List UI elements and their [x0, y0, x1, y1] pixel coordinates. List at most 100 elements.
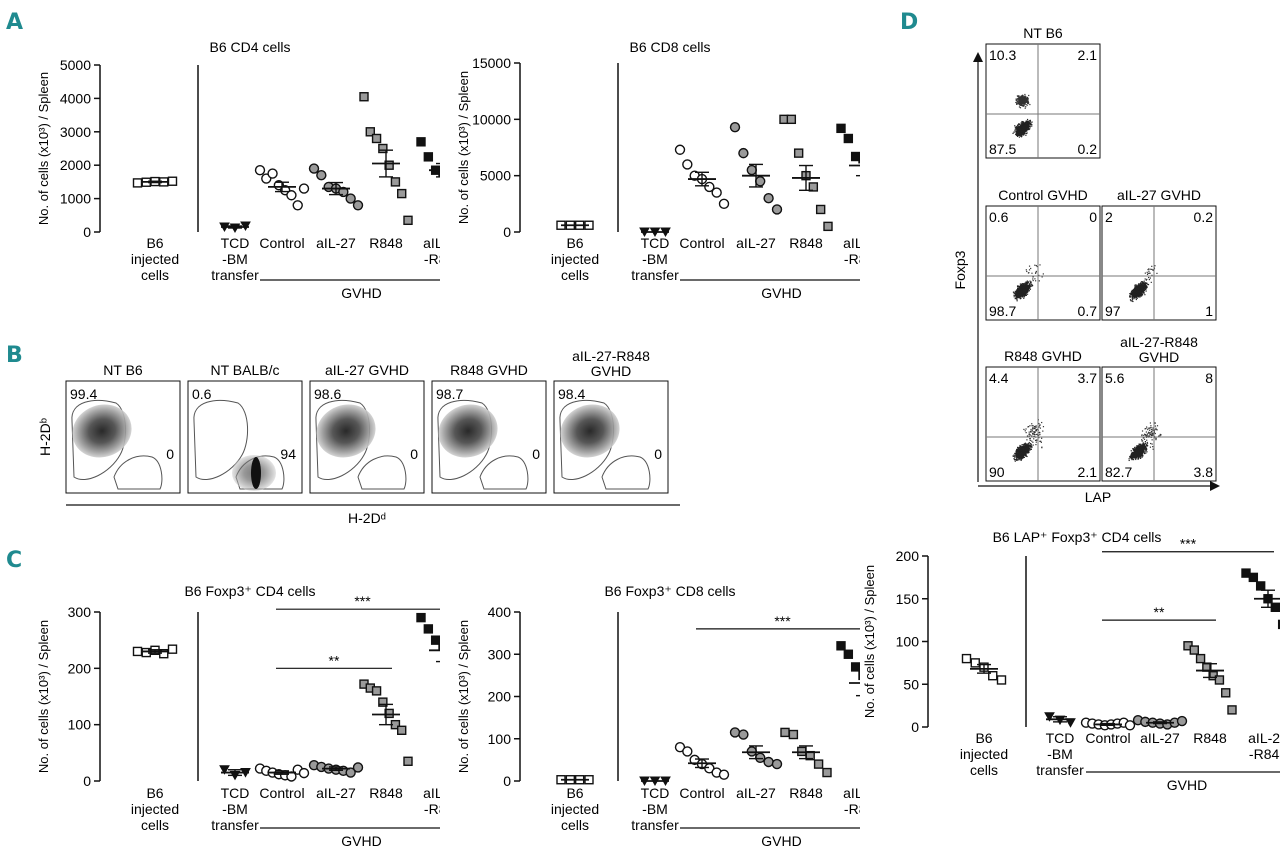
- cell-dot: [1027, 450, 1030, 452]
- group-control: [674, 741, 730, 780]
- x-label-tcd: transfer: [1036, 762, 1084, 778]
- cell-dot: [1026, 125, 1029, 127]
- cell-dot: [1021, 446, 1023, 449]
- cell-dot: [1029, 119, 1031, 121]
- cell-dot: [1019, 294, 1021, 297]
- cell-dot: [1016, 290, 1018, 293]
- cell-dot: [1148, 276, 1150, 279]
- cell-dot: [1028, 290, 1030, 292]
- cell-dot: [1023, 447, 1025, 449]
- cell-dot: [1020, 459, 1022, 462]
- cell-dot: [1021, 100, 1023, 103]
- gate-right-value: 0: [532, 446, 540, 462]
- cell-dot: [1028, 122, 1030, 125]
- cell-dot: [1030, 282, 1032, 284]
- x-label-b6: cells: [561, 267, 589, 283]
- cell-dot: [1030, 123, 1032, 125]
- cell-dot: [1030, 444, 1032, 446]
- cell-dot: [1015, 293, 1017, 295]
- quadrant-value-br: 1: [1205, 303, 1213, 319]
- cell-dot: [1031, 433, 1034, 435]
- cell-dot: [1129, 296, 1131, 298]
- cell-dot: [1134, 293, 1136, 295]
- cell-dot: [1014, 457, 1016, 459]
- x-label-b6: cells: [970, 762, 998, 778]
- cell-dot: [1136, 288, 1138, 290]
- data-point: [786, 114, 797, 125]
- cell-dot: [1144, 282, 1146, 285]
- cell-dot: [1028, 431, 1030, 433]
- cell-dot: [1025, 269, 1027, 271]
- cell-dot: [1017, 129, 1019, 131]
- cell-dot: [1143, 284, 1145, 287]
- cell-dot: [1025, 134, 1027, 136]
- x-label-ail27: aIL-27: [1140, 730, 1180, 746]
- cell-dot: [1014, 460, 1016, 462]
- data-point: [1195, 653, 1206, 664]
- cell-dot: [1144, 283, 1146, 285]
- gate-right-value: 0: [410, 446, 418, 462]
- cell-dot: [1026, 122, 1028, 124]
- cell-dot: [1022, 94, 1024, 97]
- cell-dot: [1018, 457, 1020, 459]
- cell-dot: [1019, 452, 1021, 455]
- cell-dot: [1038, 274, 1040, 277]
- cell-dot: [1028, 447, 1030, 450]
- cell-dot: [1017, 294, 1019, 297]
- data-point: [1189, 645, 1199, 655]
- cell-dot: [1023, 99, 1026, 101]
- cell-dot: [1013, 294, 1015, 296]
- flow-plot-title-line2: GVHD: [591, 363, 631, 379]
- cell-dot: [1029, 434, 1031, 436]
- data-point: [988, 670, 998, 681]
- cell-dot: [1028, 449, 1030, 451]
- cell-dot: [1019, 103, 1021, 106]
- cell-dot: [1021, 128, 1023, 131]
- cell-dot: [1020, 447, 1022, 449]
- cell-dot: [1016, 100, 1018, 103]
- cell-dot: [1020, 456, 1023, 458]
- cell-dot: [1141, 287, 1144, 290]
- cell-dot: [1148, 272, 1150, 274]
- cell-dot: [1018, 451, 1020, 453]
- data-point: [1221, 688, 1231, 698]
- cell-dot: [1015, 459, 1017, 461]
- cell-dot: [1032, 279, 1034, 282]
- cell-dot: [1021, 98, 1024, 100]
- cell-dot: [1026, 289, 1028, 292]
- flow-b-y-label: H-2Dᵇ: [37, 418, 53, 456]
- cell-dot: [1028, 435, 1030, 437]
- cell-dot: [1026, 270, 1028, 273]
- cell-dot: [1023, 443, 1025, 445]
- cell-dot: [1035, 425, 1037, 427]
- cell-dot: [1021, 446, 1024, 448]
- cell-dot: [1022, 295, 1024, 298]
- cell-dot: [1020, 450, 1022, 452]
- cell-dot: [1026, 280, 1028, 282]
- data-point: [858, 154, 860, 164]
- flow-plot-title: aIL-27 GVHD: [325, 362, 409, 378]
- cell-dot: [1039, 427, 1042, 429]
- data-point: [1214, 675, 1225, 685]
- gate-right-value: 0: [654, 446, 662, 462]
- cell-dot: [1021, 287, 1023, 289]
- cell-dot: [1017, 285, 1020, 287]
- cell-dot: [1017, 454, 1019, 456]
- cell-dot: [1021, 286, 1023, 288]
- gate-right: [601, 455, 651, 490]
- cell-dot: [1130, 300, 1132, 302]
- y-tick-label: 0: [503, 773, 511, 789]
- cell-dot: [1026, 121, 1028, 123]
- cell-dot: [1137, 290, 1139, 293]
- cell-dot: [1024, 127, 1026, 129]
- cell-dot: [1146, 285, 1148, 287]
- cell-dot: [1023, 295, 1026, 297]
- x-label-b6: injected: [551, 801, 599, 817]
- cell-dot: [1017, 134, 1019, 136]
- cell-dot: [1017, 454, 1019, 456]
- cell-dot: [1019, 103, 1021, 105]
- cell-dot: [1019, 455, 1021, 457]
- cell-dot: [1017, 133, 1019, 135]
